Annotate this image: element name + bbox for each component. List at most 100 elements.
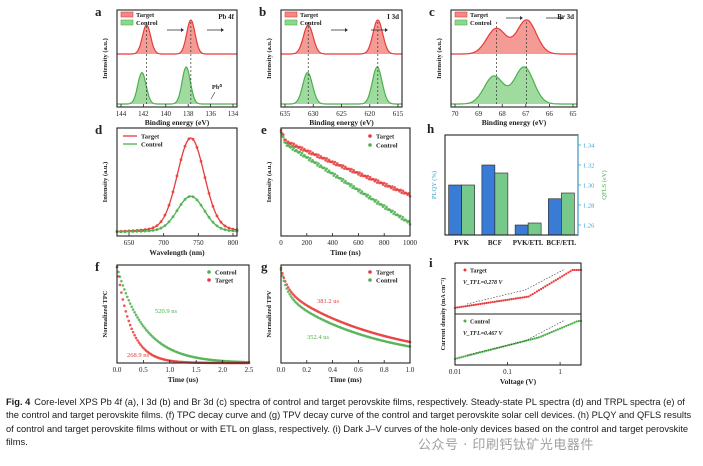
panel-e-control-point <box>350 183 353 186</box>
panel-b-legend-control-label: Control <box>300 20 322 27</box>
panel-i-control-point <box>458 356 461 359</box>
panel-f-control-point <box>130 305 133 308</box>
panel-d-legend-target-label: Target <box>141 134 160 141</box>
panel-c-shift-arrowhead <box>520 16 523 20</box>
panel-i-control-point <box>468 353 471 357</box>
panel-e-target-point <box>333 160 337 164</box>
panel-e-xtick-label: 0 <box>279 239 283 247</box>
panel-b-xtick-label: 620 <box>365 110 376 118</box>
panel-a-xtick-label: 134 <box>228 110 239 118</box>
panel-i-target-point <box>546 284 549 287</box>
panel-i-control-vtfl: V_TFL=0.467 V <box>463 331 504 337</box>
panel-i-control-point <box>552 330 555 333</box>
panel-e-target-point <box>306 149 310 152</box>
panel-d-target-marker <box>191 137 195 141</box>
panel-e-target-point <box>374 178 378 181</box>
panel-i-control-point <box>556 328 560 331</box>
panel-i-ylabel: Current density (mA cm⁻²) <box>440 278 447 351</box>
panel-g-control-point <box>284 283 287 287</box>
panel-e-target-point <box>367 177 371 181</box>
panel-a-legend-target-label: Target <box>136 12 155 19</box>
panel-e-control-point <box>364 192 367 196</box>
panel-d-control-marker <box>179 203 183 206</box>
panel-h-qfls-bar <box>494 172 509 236</box>
panel-d-target-marker <box>155 224 159 228</box>
panel-e-control-point <box>282 135 285 139</box>
panel-f-control-point <box>136 316 139 319</box>
panel-d-control-marker <box>191 195 195 199</box>
panel-i-control-point <box>535 336 539 340</box>
panel-g-control-point <box>289 295 293 298</box>
panel-h-plqy-bar <box>514 224 529 236</box>
panel-a-shift-arrowhead <box>181 28 184 32</box>
panel-i-target-point <box>569 270 572 273</box>
panel-d-control-marker <box>167 220 171 224</box>
panel-i-target-point <box>464 305 467 308</box>
panel-e-control-point <box>393 210 397 214</box>
panel-i-target-point <box>556 277 560 280</box>
panel-e-target-point <box>290 141 293 145</box>
panel-g-control-point <box>285 287 289 290</box>
panel-f-xlabel: Time (us) <box>168 375 199 384</box>
panel-e-target-point <box>399 188 402 192</box>
panel-i-control-point <box>462 355 465 358</box>
panel-b-xtick-label: 615 <box>393 110 404 118</box>
panel-g-xtick-label: 0.0 <box>277 366 286 374</box>
panel-g-target-point <box>288 288 291 291</box>
panel-d-target-line <box>117 137 238 233</box>
panel-h-category-label: PVK <box>454 239 469 247</box>
panel-g-target-point <box>282 276 286 279</box>
panel-a-xlabel: Binding energy (eV) <box>145 118 210 127</box>
panel-c-xlabel: Binding energy (eV) <box>482 118 547 127</box>
panel-e-control-point <box>391 209 394 212</box>
panel-e-control-point <box>372 198 375 201</box>
panel-e-target-point <box>377 179 380 182</box>
panel-f-control-point <box>131 308 135 311</box>
panel-g-target-point <box>289 290 293 294</box>
panel-g-legend-control-swatch <box>368 278 372 282</box>
panel-f-target-point <box>117 275 120 278</box>
panel-i-control-point <box>464 355 467 358</box>
panel-a-control-line <box>117 66 237 105</box>
panel-e-control-point <box>388 208 392 212</box>
panel-i-control-point <box>575 320 578 323</box>
panel-f-target-point <box>124 310 128 313</box>
panel-a-target-fill <box>117 20 237 55</box>
panel-g-legend-target-label: Target <box>376 270 395 277</box>
panel-c-legend-target-label: Target <box>470 12 489 19</box>
panel-i-control-point <box>561 326 564 329</box>
panel-f-control-point <box>143 326 147 330</box>
panel-e-target-point <box>350 167 353 171</box>
panel-i-target-point <box>521 296 524 299</box>
panel-e-target-point <box>401 189 405 193</box>
panel-c-xtick-label: 65 <box>570 110 578 118</box>
panel-d-target-marker <box>195 145 199 149</box>
panel-h-y2tick-label: 1.32 <box>583 163 594 170</box>
panel-h-qfls-bar <box>461 184 475 236</box>
panel-d-control-marker <box>123 230 127 234</box>
panel-i-control-point <box>565 324 568 328</box>
panel-e-frame <box>280 127 411 237</box>
panel-e-legend-control-label: Control <box>376 143 398 150</box>
panel-e-xtick-label: 200 <box>302 239 313 247</box>
panel-c-xtick-label: 68 <box>499 110 507 118</box>
panel-e-xtick-label: 600 <box>353 239 364 247</box>
panel-f-legend-control-swatch <box>207 270 211 274</box>
panel-d-control-marker <box>219 226 223 230</box>
panel-a-letter: a <box>95 4 102 19</box>
panel-i-target-point <box>523 296 526 299</box>
panel-g-ylabel: Normalized TPV <box>266 290 273 337</box>
figure-4: 144 142 140 138 136 134 Binding energy (eV) Int… <box>95 4 608 386</box>
panel-g-xtick-label: 0.6 <box>354 366 363 374</box>
panel-e-control-point <box>360 190 364 193</box>
panel-e-target-point <box>382 181 386 185</box>
panel-f-frame <box>116 264 250 364</box>
panel-d-target-marker <box>227 226 231 230</box>
panel-d-target-marker <box>171 190 175 194</box>
panel-e-target-point <box>307 151 311 155</box>
panel-i-target-point <box>458 306 461 309</box>
panel-i-target-point <box>558 276 562 279</box>
panel-g-xtick-label: 1.0 <box>406 366 415 374</box>
panel-d-control-marker <box>163 224 167 227</box>
panel-a-xtick-label: 136 <box>205 110 216 118</box>
